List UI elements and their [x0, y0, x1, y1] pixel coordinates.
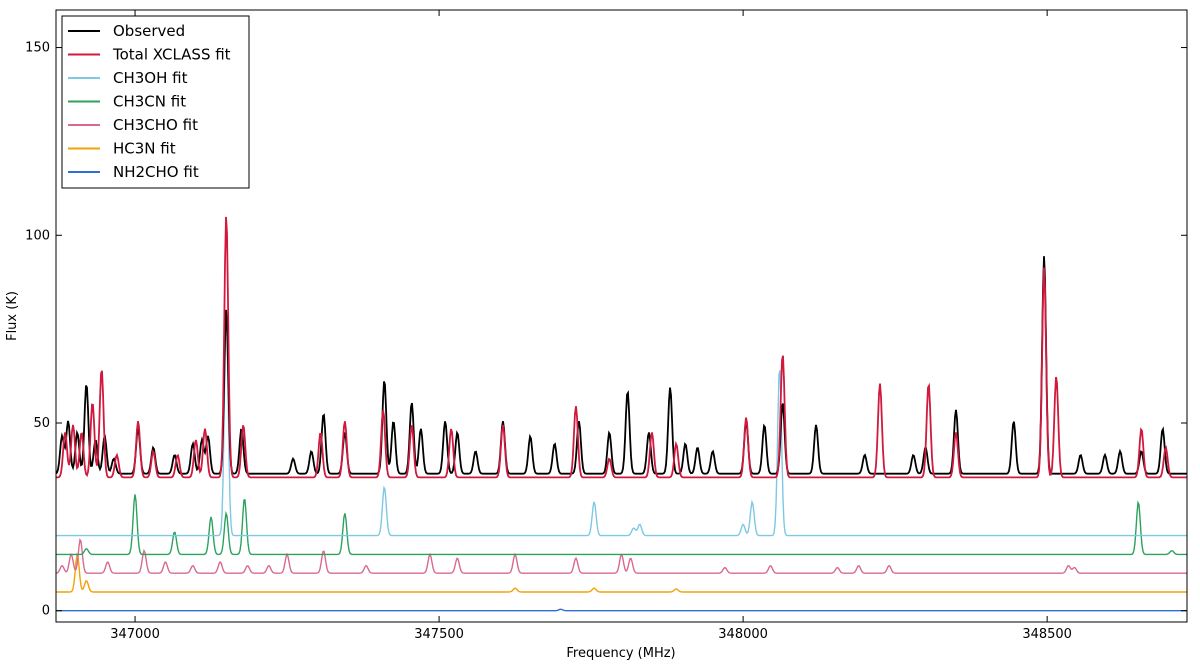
series-line-nh2cho-fit	[56, 608, 1187, 612]
x-tick-label: 347000	[110, 627, 160, 642]
series-line-ch3cn-fit	[56, 494, 1187, 556]
y-tick-label: 150	[25, 41, 50, 56]
plot-frame	[55, 9, 1188, 623]
legend-entry-label: NH2CHO fit	[113, 163, 199, 181]
x-tick-label: 348500	[1022, 627, 1072, 642]
series-line-total-xclass-fit	[56, 216, 1187, 479]
legend-entry-label: Total XCLASS fit	[112, 46, 231, 64]
y-axis-ticks: 0 50 100 150	[25, 41, 1187, 619]
y-axis-label: Flux (K)	[5, 291, 20, 341]
series-line-observed	[55, 256, 1187, 475]
x-tick-label: 348000	[718, 627, 768, 642]
legend-entry-label: HC3N fit	[113, 140, 176, 158]
x-axis-label: Frequency (MHz)	[566, 646, 675, 661]
series-layer	[55, 216, 1187, 612]
series-line-hc3n-fit	[56, 552, 1187, 593]
y-tick-label: 0	[42, 604, 50, 619]
series-line-ch3oh-fit	[56, 316, 1187, 537]
legend-entry-label: CH3CHO fit	[113, 116, 198, 134]
legend-entry-label: CH3CN fit	[113, 93, 186, 111]
y-tick-label: 50	[33, 416, 50, 431]
legend-entry-label: Observed	[113, 22, 185, 40]
legend-entry-label: CH3OH fit	[113, 69, 188, 87]
y-tick-label: 100	[25, 228, 50, 243]
x-axis-ticks: 347000 347500 348000 348500	[110, 10, 1072, 642]
x-tick-label: 347500	[414, 627, 464, 642]
legend: Observed Total XCLASS fit CH3OH fit CH3CN f…	[61, 15, 250, 189]
